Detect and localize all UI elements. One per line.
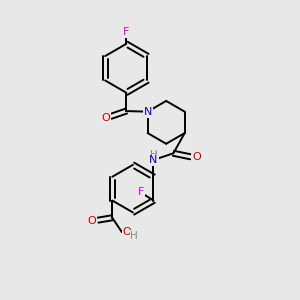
Text: H: H (130, 231, 138, 241)
Text: O: O (88, 216, 97, 226)
Text: O: O (123, 227, 131, 237)
Text: N: N (143, 107, 152, 117)
Text: F: F (138, 187, 144, 197)
Text: N: N (149, 155, 158, 165)
Text: F: F (123, 27, 129, 37)
Text: O: O (101, 113, 110, 123)
Text: H: H (150, 150, 158, 160)
Text: O: O (192, 152, 201, 162)
